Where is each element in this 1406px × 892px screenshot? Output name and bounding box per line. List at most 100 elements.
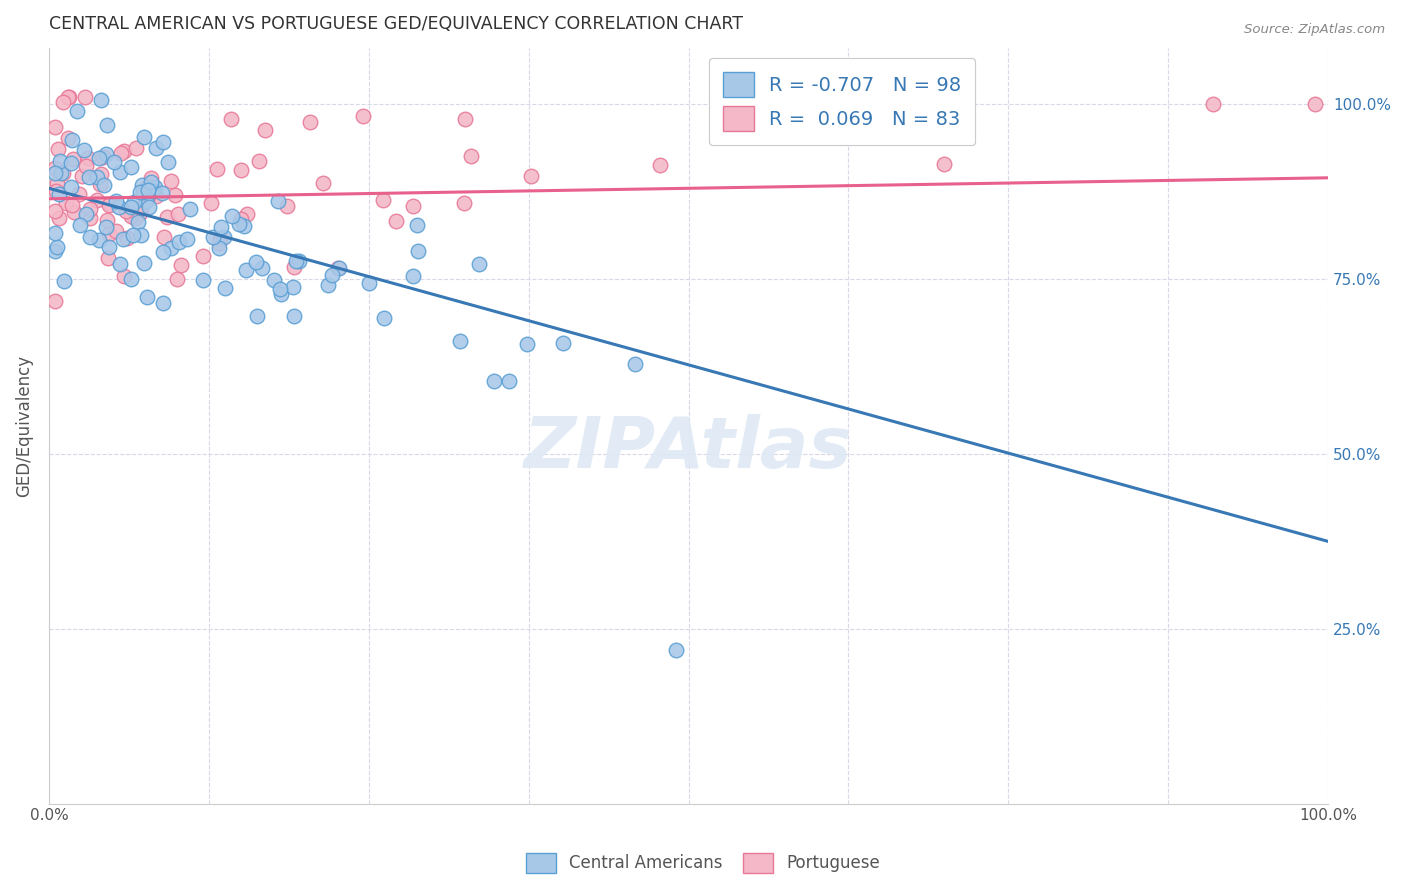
- Point: [328, 260, 350, 275]
- Point: [245, 255, 267, 269]
- Point: [44, 293, 66, 308]
- Point: [454, 112, 477, 126]
- Point: [73, 143, 96, 157]
- Point: [120, 209, 142, 223]
- Point: [176, 232, 198, 246]
- Point: [96, 118, 118, 132]
- Point: [110, 145, 132, 160]
- Point: [60, 198, 83, 212]
- Point: [75, 90, 97, 104]
- Point: [138, 186, 160, 201]
- Point: [460, 149, 482, 163]
- Point: [326, 260, 349, 275]
- Point: [142, 184, 165, 198]
- Point: [298, 115, 321, 129]
- Point: [152, 245, 174, 260]
- Point: [235, 262, 257, 277]
- Point: [283, 280, 305, 294]
- Point: [48, 186, 70, 201]
- Point: [44, 120, 66, 135]
- Point: [128, 206, 150, 220]
- Point: [52, 166, 75, 180]
- Point: [269, 282, 291, 296]
- Point: [49, 154, 72, 169]
- Point: [233, 219, 256, 233]
- Point: [141, 171, 163, 186]
- Point: [373, 310, 395, 325]
- Point: [97, 252, 120, 266]
- Point: [79, 202, 101, 216]
- Point: [120, 160, 142, 174]
- Point: [104, 224, 127, 238]
- Point: [120, 272, 142, 286]
- Point: [129, 185, 152, 199]
- Point: [59, 155, 82, 169]
- Point: [212, 230, 235, 244]
- Point: [55, 196, 77, 211]
- Point: [48, 211, 70, 225]
- Point: [91, 150, 114, 164]
- Point: [60, 133, 83, 147]
- Legend: R = -0.707   N = 98, R =  0.069   N = 83: R = -0.707 N = 98, R = 0.069 N = 83: [709, 58, 976, 145]
- Point: [484, 374, 506, 388]
- Point: [98, 197, 121, 211]
- Point: [111, 232, 134, 246]
- Point: [402, 198, 425, 212]
- Point: [56, 130, 79, 145]
- Point: [136, 179, 159, 194]
- Point: [89, 177, 111, 191]
- Point: [96, 213, 118, 227]
- Point: [87, 234, 110, 248]
- Point: [132, 256, 155, 270]
- Point: [108, 200, 131, 214]
- Point: [108, 165, 131, 179]
- Point: [214, 281, 236, 295]
- Point: [90, 93, 112, 107]
- Point: [134, 129, 156, 144]
- Point: [86, 169, 108, 184]
- Point: [75, 159, 97, 173]
- Point: [70, 169, 93, 184]
- Point: [104, 194, 127, 208]
- Point: [209, 232, 232, 246]
- Point: [52, 274, 75, 288]
- Legend: Central Americans, Portuguese: Central Americans, Portuguese: [519, 847, 887, 880]
- Point: [520, 169, 543, 183]
- Point: [62, 153, 84, 167]
- Point: [136, 290, 159, 304]
- Text: Source: ZipAtlas.com: Source: ZipAtlas.com: [1244, 23, 1385, 37]
- Point: [45, 176, 67, 190]
- Point: [467, 256, 489, 270]
- Point: [169, 235, 191, 249]
- Point: [166, 272, 188, 286]
- Point: [246, 310, 269, 324]
- Point: [207, 162, 229, 177]
- Point: [87, 151, 110, 165]
- Point: [145, 141, 167, 155]
- Point: [46, 142, 69, 156]
- Point: [166, 207, 188, 221]
- Point: [127, 214, 149, 228]
- Point: [124, 195, 146, 210]
- Point: [228, 217, 250, 231]
- Point: [283, 260, 305, 274]
- Point: [665, 642, 688, 657]
- Point: [236, 207, 259, 221]
- Point: [283, 309, 305, 323]
- Point: [112, 269, 135, 284]
- Point: [191, 249, 214, 263]
- Point: [247, 153, 270, 168]
- Point: [79, 230, 101, 244]
- Point: [263, 273, 285, 287]
- Point: [453, 195, 475, 210]
- Point: [120, 200, 142, 214]
- Point: [132, 185, 155, 199]
- Point: [122, 228, 145, 243]
- Point: [110, 257, 132, 271]
- Point: [384, 214, 406, 228]
- Point: [357, 276, 380, 290]
- Point: [98, 240, 121, 254]
- Point: [131, 228, 153, 243]
- Point: [112, 144, 135, 158]
- Point: [59, 180, 82, 194]
